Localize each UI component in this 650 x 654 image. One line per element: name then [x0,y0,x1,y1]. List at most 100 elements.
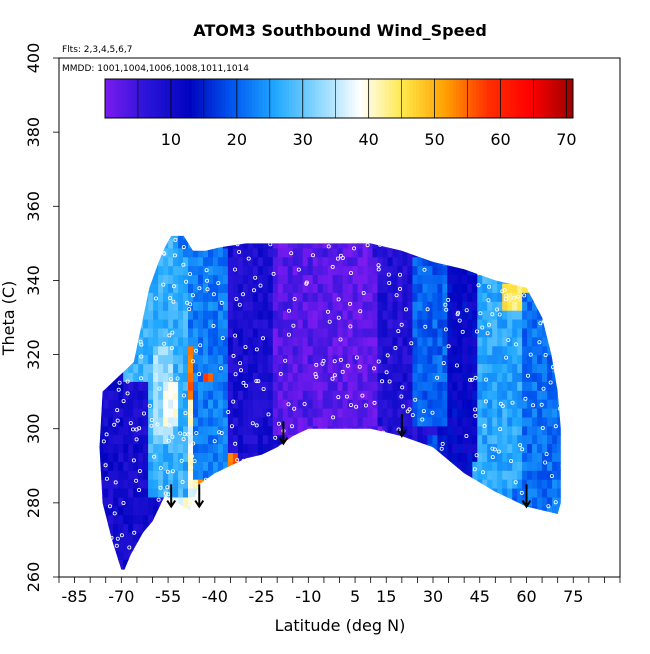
heatmap-cell [188,354,194,365]
heatmap-cell [512,488,518,498]
heatmap-cell [432,541,438,551]
heatmap-cell [272,461,279,471]
heatmap-cell [392,550,399,560]
heatmap-cell [552,479,558,489]
heatmap-cell [93,346,99,356]
heatmap-cell [432,399,438,409]
observation-point [116,387,121,392]
observation-point [139,559,144,564]
heatmap-cell [512,452,518,462]
heatmap-cell [312,238,319,249]
heatmap-cell [542,461,548,471]
heatmap-cell [208,541,214,551]
heatmap-cell [397,408,404,418]
heatmap-cell [103,452,109,462]
heatmap-cell [242,238,249,249]
heatmap-cell [307,488,314,498]
heatmap-cell [138,336,144,347]
observation-point [251,288,256,293]
heatmap-cell [537,235,543,240]
heatmap-cell [277,336,284,347]
observation-point [187,271,192,276]
colorbar-segment [456,79,460,118]
heatmap-cell [347,496,354,507]
heatmap-cell [417,372,423,382]
heatmap-cell [327,505,334,516]
heatmap-cell [222,488,229,498]
heatmap-cell [502,310,508,320]
heatmap-cell [113,381,119,391]
heatmap-cell [477,354,483,365]
heatmap-cell [362,238,369,249]
observation-point [114,543,119,548]
heatmap-cell [342,479,349,489]
observation-point [441,507,446,512]
heatmap-cell [557,336,561,347]
heatmap-cell [442,345,448,356]
heatmap-cell [447,514,453,525]
heatmap-cell [417,523,423,534]
heatmap-cell [412,390,418,400]
heatmap-cell [173,443,179,453]
heatmap-cell [452,390,458,400]
heatmap-cell [178,256,184,267]
heatmap-cell [497,274,503,284]
heatmap-cell [557,265,561,276]
heatmap-cell [467,416,473,427]
heatmap-cell [522,354,528,365]
heatmap-cell [397,265,404,276]
heatmap-cell [292,327,299,338]
heatmap-cell [148,274,154,284]
heatmap-cell [367,550,374,560]
heatmap-cell [402,301,409,311]
heatmap-cell [372,381,379,391]
heatmap-cell [527,425,533,436]
heatmap-cell [282,301,289,311]
heatmap-cell [417,390,423,400]
heatmap-cell [282,505,289,516]
heatmap-cell [467,470,473,480]
heatmap-cell [213,327,219,338]
heatmap-cell [472,479,478,489]
heatmap-cell [388,221,394,231]
heatmap-cell [133,550,139,560]
heatmap-cell [237,550,244,560]
heatmap-cell [123,425,129,436]
heatmap-cell [322,443,329,453]
heatmap-cell [168,283,174,293]
heatmap-cell [148,265,154,276]
observation-point [233,333,238,338]
observation-point [376,447,381,452]
observation-point [161,282,166,287]
heatmap-cell [252,496,259,507]
heatmap-cell [143,399,149,409]
heatmap-cell [532,523,538,534]
heatmap-cell [477,235,483,240]
colorbar-segment [442,79,447,118]
heatmap-cell [232,283,239,293]
heatmap-cell [247,283,254,293]
heatmap-cell [382,247,389,258]
heatmap-cell [183,505,189,516]
heatmap-cell [357,381,364,391]
heatmap-cell [173,319,179,329]
colorbar-segment [549,79,554,118]
observation-point [205,287,210,292]
heatmap-cell [252,523,259,534]
heatmap-cell [532,310,538,320]
heatmap-cell [337,541,344,551]
observation-point [204,268,209,273]
heatmap-cell [163,345,169,356]
heatmap-cell [432,559,438,569]
heatmap-cell [262,399,269,409]
heatmap-cell [143,363,149,373]
heatmap-cell [402,381,409,391]
heatmap-cell [502,235,508,240]
heatmap-cell [213,235,219,240]
heatmap-cell [298,221,304,231]
heatmap-cell [392,354,399,365]
heatmap-cell [542,247,548,258]
heatmap-cell [332,345,339,356]
observation-point [372,366,377,371]
heatmap-cell [93,435,99,445]
